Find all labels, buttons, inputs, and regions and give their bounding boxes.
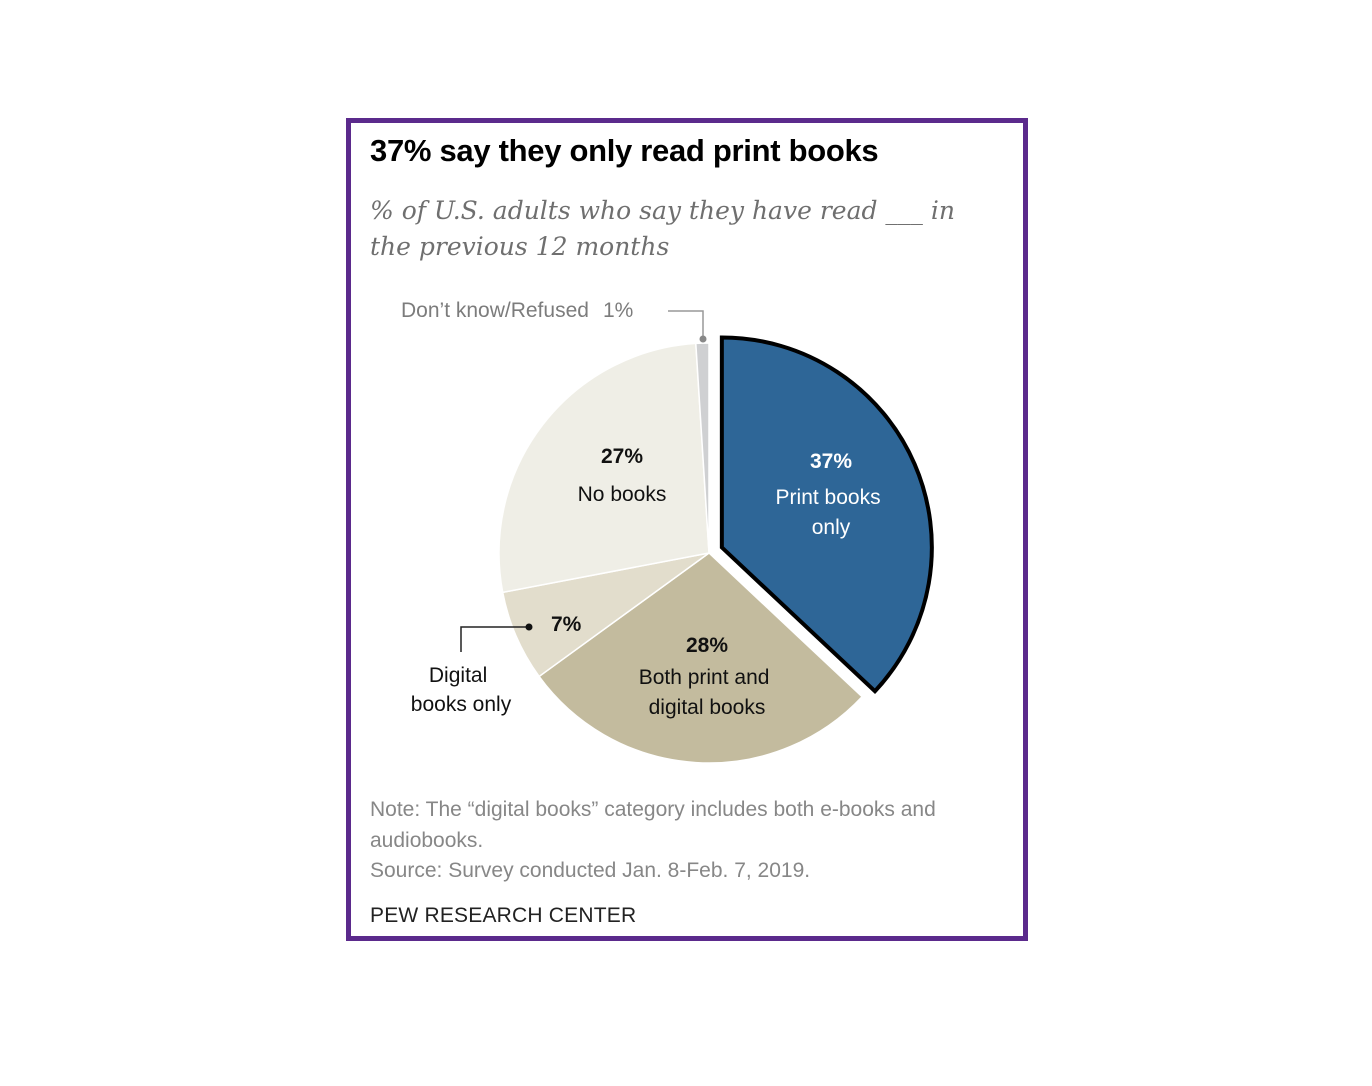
label-no-books: 27% No books <box>578 445 667 506</box>
print-only-value: 37% <box>810 450 852 473</box>
chart-card: 37% say they only read print books % of … <box>346 118 1028 941</box>
dont-know-leader-line <box>668 310 704 339</box>
brand-logo-text: PEW RESEARCH CENTER <box>370 904 637 927</box>
dont-know-name: Don’t know/Refused <box>401 299 589 322</box>
chart-title: 37% say they only read print books <box>370 133 879 168</box>
digital-only-leader-line <box>460 626 529 652</box>
both-label-line1: Both print and <box>639 666 770 689</box>
callout-digital-only: 7% Digital books only <box>411 613 582 716</box>
pie-chart: Don’t know/Refused 1% 7% Digital books on… <box>401 299 934 764</box>
pie-slice-don-t-know-refused <box>695 342 710 554</box>
pie-slice-no-books <box>498 342 710 594</box>
both-label: Both print and digital books <box>639 666 776 719</box>
digital-only-label-line2: books only <box>411 693 512 716</box>
digital-only-value: 7% <box>551 613 582 636</box>
print-only-label: Print books only <box>776 486 887 539</box>
label-print-only: 37% Print books only <box>776 450 887 539</box>
digital-only-leader-dot <box>525 623 533 631</box>
dont-know-label: Don’t know/Refused 1% <box>401 299 633 322</box>
print-only-label-line2: only <box>812 516 851 539</box>
source-text: Source: Survey conducted Jan. 8-Feb. 7, … <box>370 859 811 882</box>
label-both: 28% Both print and digital books <box>639 634 776 719</box>
no-books-label: No books <box>578 483 667 506</box>
digital-only-label: Digital books only <box>411 664 512 716</box>
digital-only-label-line1: Digital <box>429 664 487 687</box>
dont-know-value: 1% <box>603 299 633 322</box>
both-value: 28% <box>686 634 728 657</box>
note-text: Note: The “digital books” category inclu… <box>370 798 936 852</box>
pie-slice-both-print-and-digital-books <box>538 552 864 764</box>
callout-dont-know: Don’t know/Refused 1% <box>401 299 707 343</box>
no-books-value: 27% <box>601 445 643 468</box>
pie-slices <box>498 335 934 764</box>
both-label-line2: digital books <box>649 696 766 719</box>
chart-subtitle: % of U.S. adults who say they have read … <box>370 196 955 261</box>
print-only-label-line1: Print books <box>776 486 881 509</box>
pie-slice-print-books-only <box>719 335 934 695</box>
dont-know-leader-dot <box>699 335 707 343</box>
chart-notes: Note: The “digital books” category inclu… <box>370 795 1010 887</box>
